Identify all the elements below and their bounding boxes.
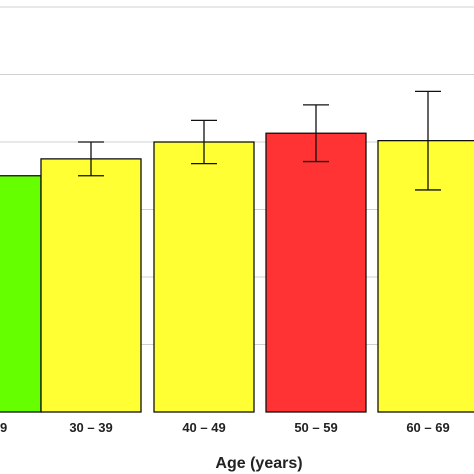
error-bars	[78, 90, 441, 191]
x-tick-label-1: 9	[0, 420, 7, 435]
bar-2	[40, 158, 142, 413]
bar-5	[377, 139, 474, 413]
bar-1	[0, 175, 42, 413]
x-tick-labels: 9 30 – 39 40 – 49 50 – 59 60 – 69	[0, 420, 450, 435]
bar-4	[265, 132, 367, 413]
x-tick-label-2: 30 – 39	[69, 420, 112, 435]
bar-3	[153, 141, 255, 413]
x-axis-title: Age (years)	[215, 455, 302, 472]
x-tick-label-5: 60 – 69	[406, 420, 449, 435]
x-tick-label-3: 40 – 49	[182, 420, 225, 435]
x-tick-label-4: 50 – 59	[294, 420, 337, 435]
bars	[0, 132, 474, 413]
